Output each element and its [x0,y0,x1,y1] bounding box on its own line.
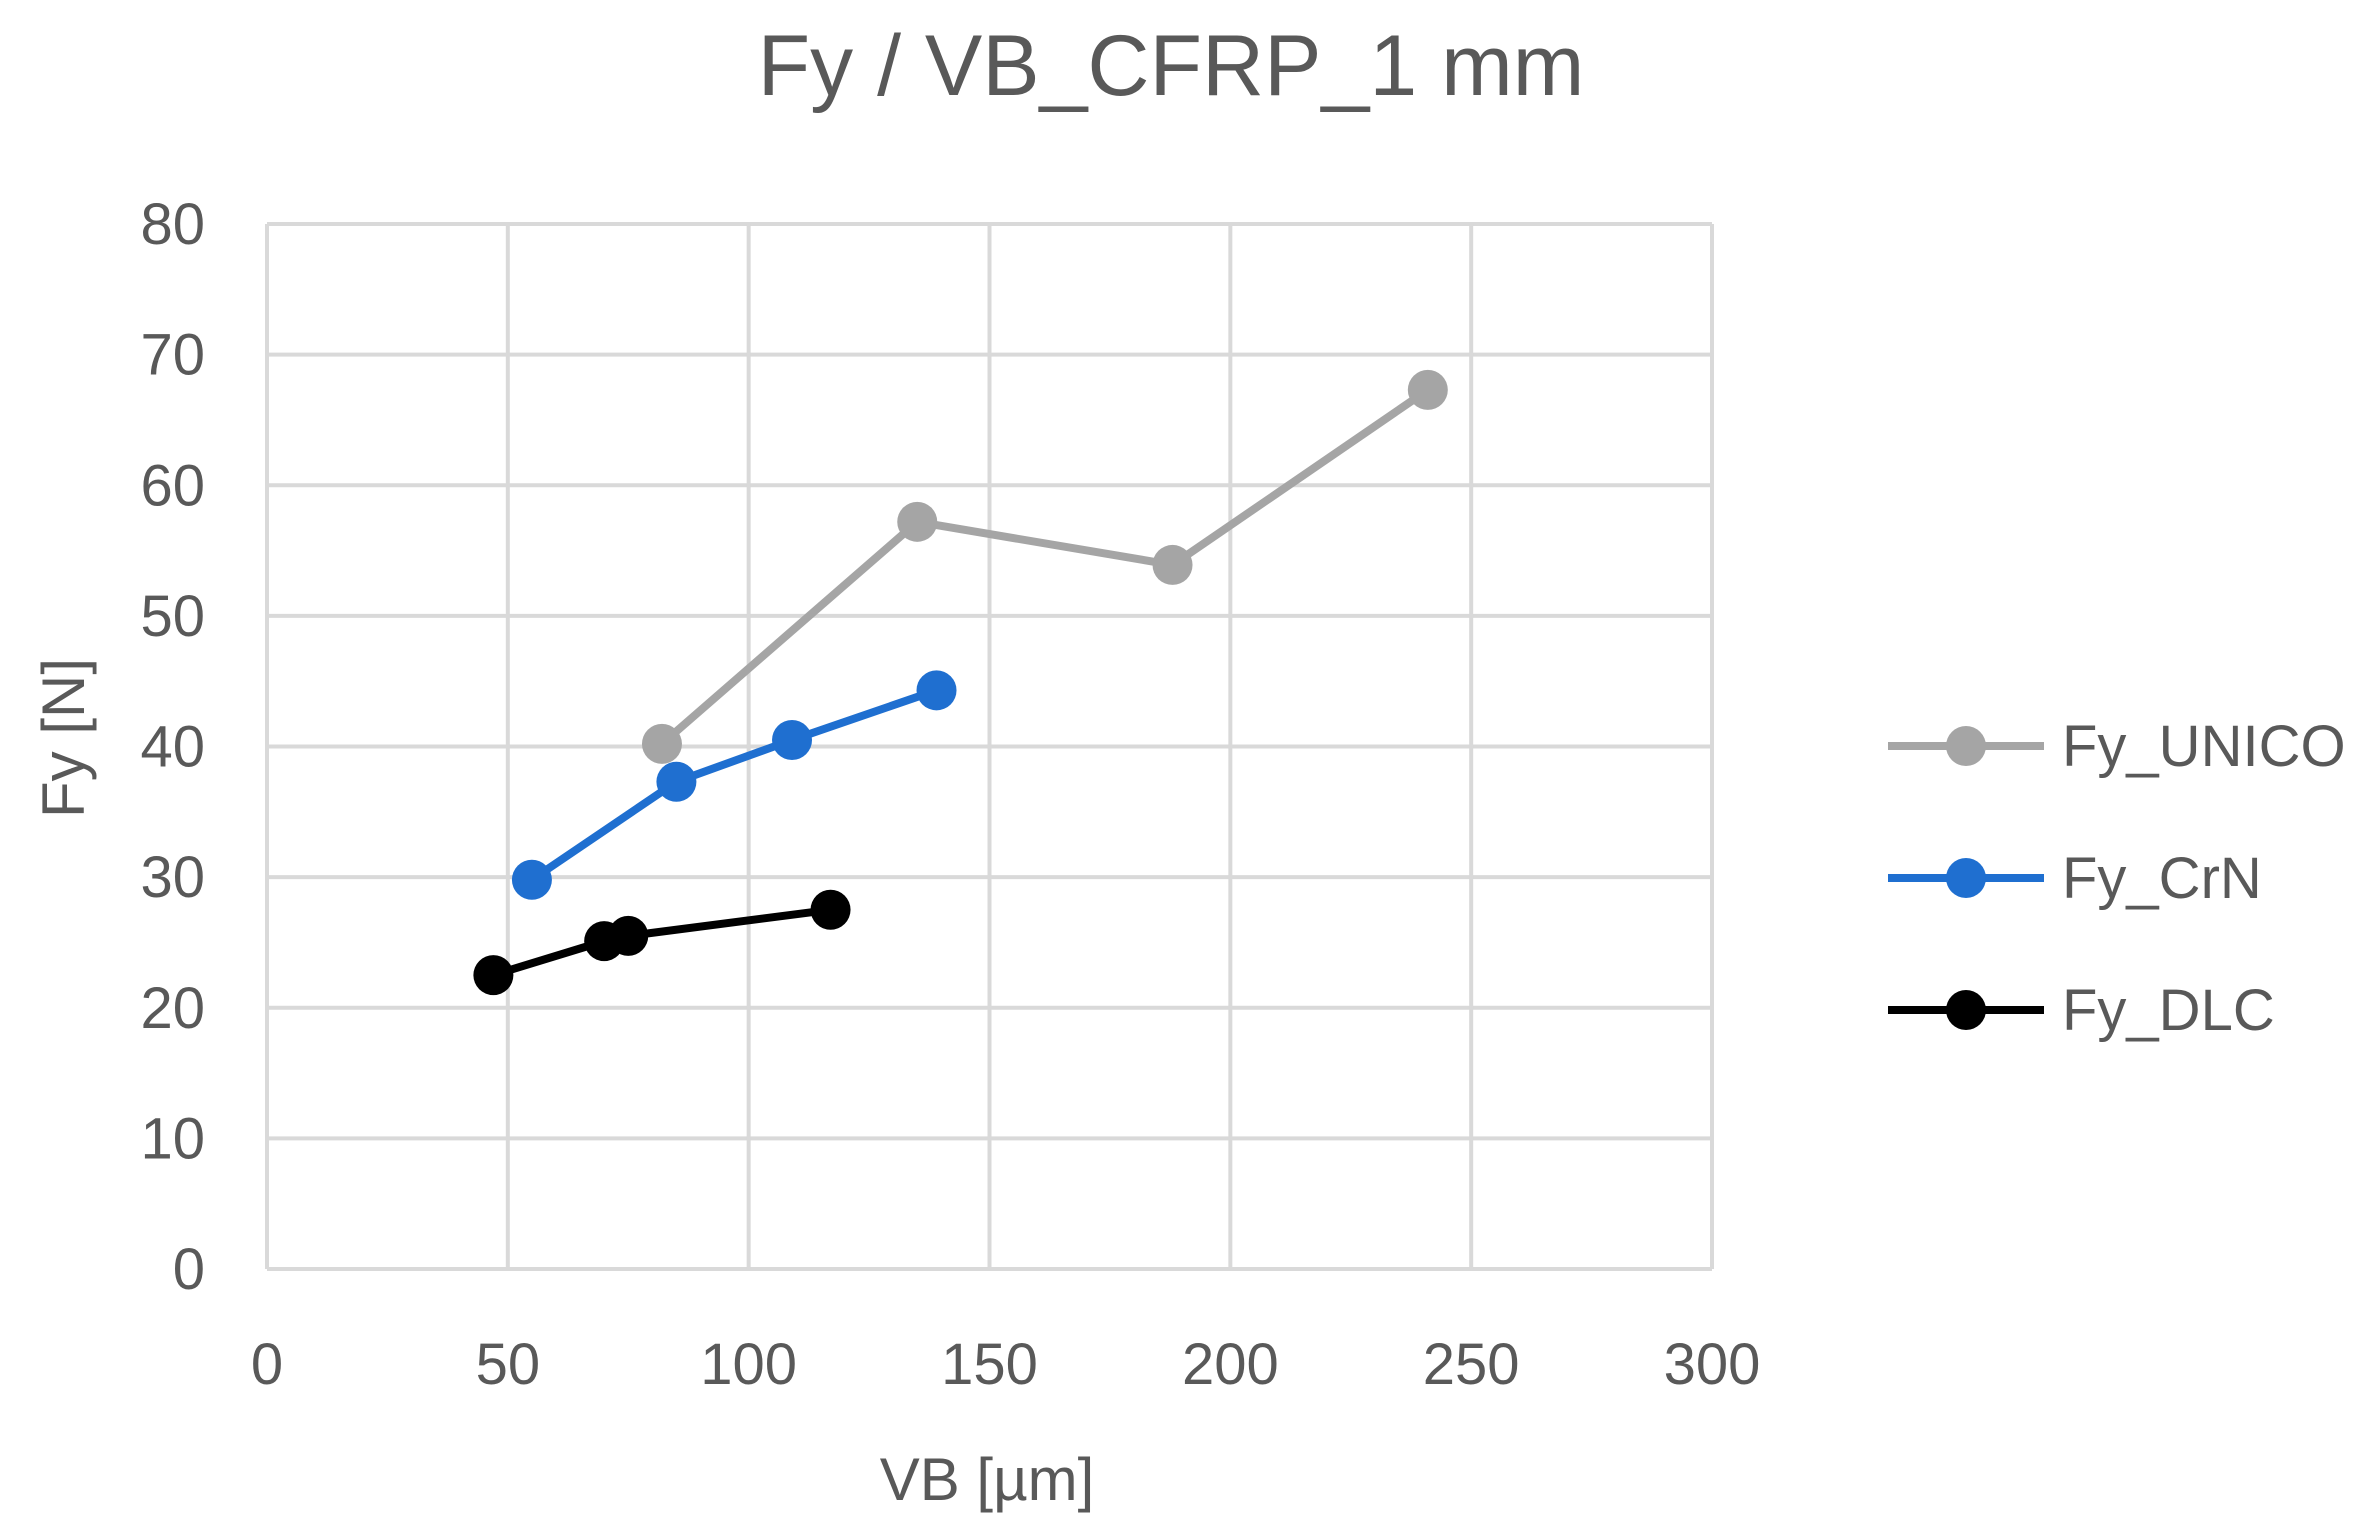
y-tick-label: 30 [140,845,205,910]
legend-item-fy-crn: Fy_CrN [1888,846,2262,911]
legend-item-fy-unico: Fy_UNICO [1888,714,2346,779]
y-tick-label: 80 [140,192,205,257]
tick-labels: 0 10 20 30 40 50 60 70 80 0 50 100 150 200 250 300 [140,192,1760,1397]
x-tick-label: 100 [700,1332,797,1397]
data-point-fy-unico [1152,544,1193,585]
series-fy-dlc [473,889,851,996]
data-point-fy-crn [656,761,697,802]
data-point-fy-dlc [473,955,514,996]
data-point-fy-dlc [810,889,851,930]
data-point-fy-crn [916,670,957,711]
y-tick-label: 20 [140,976,205,1041]
y-tick-label: 0 [173,1237,205,1302]
x-tick-label: 300 [1664,1332,1761,1397]
x-tick-label: 250 [1423,1332,1520,1397]
legend-item-fy-dlc: Fy_DLC [1888,978,2275,1043]
data-point-fy-dlc [608,915,649,956]
series-line-fy-unico [657,385,1432,748]
x-tick-label: 50 [476,1332,541,1397]
x-axis-title: VB [µm] [880,1446,1095,1513]
y-tick-label: 70 [140,323,205,388]
y-axis-title: Fy [N] [30,658,97,818]
x-tick-label: 150 [941,1332,1038,1397]
legend-label-fy-dlc: Fy_DLC [2062,978,2275,1043]
data-point-fy-unico [897,501,938,542]
series-layer [473,369,1448,996]
x-tick-label: 0 [251,1332,283,1397]
series-fy-unico [641,369,1448,764]
chart-title: Fy / VB_CFRP_1 mm [758,18,1585,114]
data-point-fy-unico [1407,369,1448,410]
legend-marker-fy-unico [1946,726,1986,766]
legend-marker-fy-dlc [1946,990,1986,1030]
series-fy-crn [511,670,957,900]
y-tick-label: 50 [140,584,205,649]
legend: Fy_UNICO Fy_CrN Fy_DLC [1888,714,2346,1043]
data-point-fy-crn [772,719,813,760]
grid-lines [265,222,1714,1271]
data-point-fy-crn [511,859,552,900]
data-point-fy-unico [641,723,682,764]
series-line-fy-crn [527,686,941,884]
y-tick-label: 60 [140,453,205,518]
x-tick-label: 200 [1182,1332,1279,1397]
legend-marker-fy-crn [1946,858,1986,898]
y-tick-label: 40 [140,715,205,780]
legend-label-fy-unico: Fy_UNICO [2062,714,2346,779]
legend-label-fy-crn: Fy_CrN [2062,846,2262,911]
y-tick-label: 10 [140,1106,205,1171]
